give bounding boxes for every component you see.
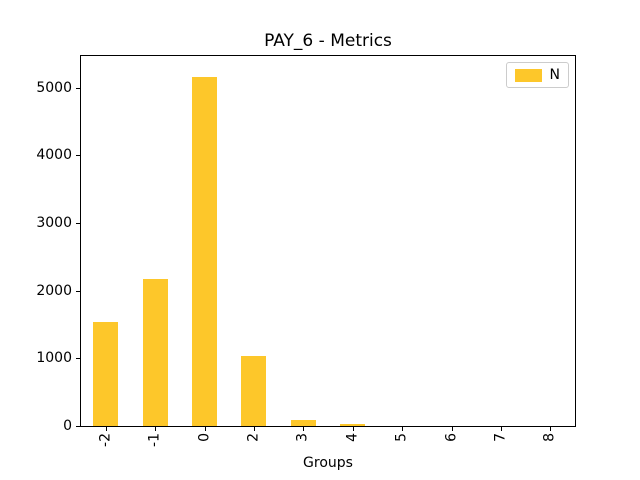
y-tick-mark bbox=[76, 87, 80, 89]
x-tick-mark bbox=[451, 427, 453, 431]
x-axis-label: Groups bbox=[303, 455, 353, 471]
y-tick-mark bbox=[76, 223, 80, 225]
y-tick-mark bbox=[76, 290, 80, 292]
x-tick-label: 0 bbox=[196, 433, 212, 442]
bars-layer bbox=[81, 56, 575, 426]
bar-3 bbox=[290, 420, 316, 426]
y-tick-label: 4000 bbox=[36, 147, 72, 164]
bar-0 bbox=[192, 77, 217, 426]
y-tick-label: 0 bbox=[63, 418, 72, 434]
x-tick-mark bbox=[352, 427, 354, 431]
legend-swatch bbox=[514, 68, 542, 82]
y-tick-label: 1000 bbox=[36, 350, 72, 367]
x-tick-mark bbox=[204, 427, 206, 431]
x-tick-mark bbox=[105, 427, 107, 431]
bar-4 bbox=[340, 424, 366, 426]
legend-label: N bbox=[549, 67, 560, 83]
x-tick-label: 5 bbox=[393, 433, 410, 442]
legend: N bbox=[505, 62, 569, 88]
y-tick-mark bbox=[76, 155, 80, 157]
bar-2 bbox=[241, 356, 267, 426]
x-tick-label: -1 bbox=[146, 433, 163, 447]
y-tick-label: 3000 bbox=[36, 215, 72, 232]
x-tick-label: 7 bbox=[492, 433, 509, 442]
x-tick-label: 4 bbox=[344, 433, 361, 442]
x-tick-mark bbox=[155, 427, 157, 431]
y-tick-mark bbox=[76, 426, 80, 427]
y-tick-label: 5000 bbox=[36, 79, 72, 96]
x-tick-mark bbox=[500, 427, 502, 431]
x-tick-label: 3 bbox=[294, 433, 311, 442]
x-tick-label: 2 bbox=[245, 433, 262, 442]
chart-title: PAY_6 - Metrics bbox=[264, 31, 392, 51]
bar--1 bbox=[142, 279, 168, 426]
x-tick-mark bbox=[402, 427, 404, 431]
x-tick-mark bbox=[303, 427, 305, 431]
y-tick-mark bbox=[76, 358, 80, 360]
bar--2 bbox=[93, 322, 119, 426]
plot-area: N bbox=[80, 55, 576, 427]
x-tick-mark bbox=[550, 427, 552, 431]
y-tick-label: 2000 bbox=[36, 282, 72, 299]
x-tick-label: -2 bbox=[97, 433, 114, 447]
x-tick-label: 8 bbox=[541, 433, 558, 442]
x-tick-mark bbox=[253, 427, 255, 431]
x-tick-label: 6 bbox=[443, 433, 459, 442]
